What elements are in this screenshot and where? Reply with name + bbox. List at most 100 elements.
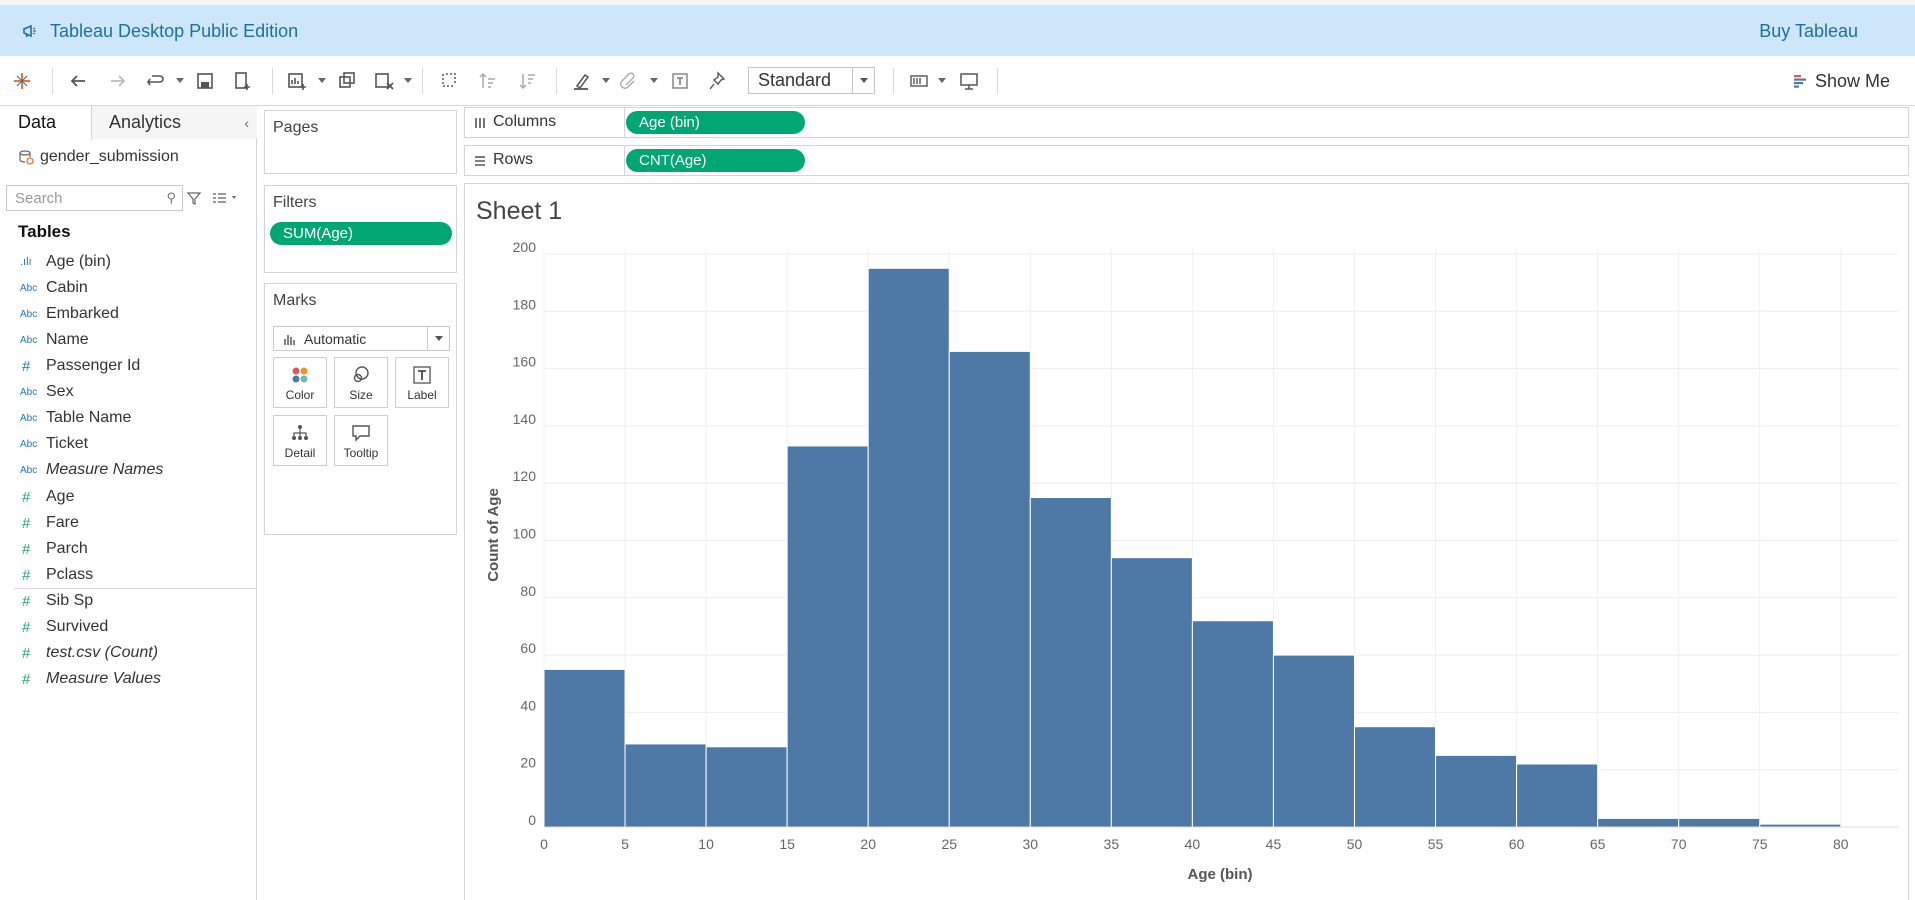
field-item[interactable]: Abc Embarked xyxy=(0,301,256,327)
field-item[interactable]: Abc Name xyxy=(0,327,256,353)
highlight-dropdown-icon[interactable] xyxy=(602,78,610,83)
filter-icon[interactable] xyxy=(186,190,202,206)
show-mark-labels-icon[interactable] xyxy=(666,67,694,95)
group-members-icon[interactable] xyxy=(615,67,643,95)
presentation-mode-icon[interactable] xyxy=(955,67,983,95)
size-button[interactable]: Size xyxy=(334,357,388,408)
histogram-bar[interactable] xyxy=(948,350,1031,828)
fit-size-select[interactable]: Standard xyxy=(748,67,875,94)
histogram-bar[interactable] xyxy=(1110,557,1193,828)
marks-title: Marks xyxy=(273,292,317,309)
x-tick-label: 5 xyxy=(621,836,629,852)
x-axis-title: Age (bin) xyxy=(1188,866,1253,883)
columns-shelf[interactable]: Columns Age (bin) xyxy=(464,107,1909,138)
histogram-bar[interactable] xyxy=(1191,620,1274,828)
rows-pill[interactable]: CNT(Age) xyxy=(626,149,805,172)
buy-tableau-link[interactable]: Buy Tableau xyxy=(1759,20,1858,41)
pages-card[interactable]: Pages xyxy=(264,110,457,174)
chevron-down-icon[interactable] xyxy=(427,327,449,350)
x-tick-label: 45 xyxy=(1266,836,1282,852)
field-item[interactable]: # Survived xyxy=(0,614,256,640)
sort-ascending-icon[interactable] xyxy=(474,67,502,95)
show-cards-icon[interactable] xyxy=(905,67,933,95)
rows-shelf[interactable]: Rows CNT(Age) xyxy=(464,145,1909,176)
string-type-icon: Abc xyxy=(20,282,38,294)
field-item[interactable]: # Measure Values xyxy=(0,666,256,692)
color-button[interactable]: Color xyxy=(273,357,327,408)
collapse-pane-icon[interactable]: ‹ xyxy=(244,115,249,131)
app-title: Tableau Desktop Public Edition xyxy=(50,20,299,41)
detail-button[interactable]: Detail xyxy=(273,415,327,466)
new-worksheet-dropdown-icon[interactable] xyxy=(318,78,326,83)
datasource-item[interactable]: gender_submission xyxy=(18,148,179,166)
y-tick-label: 0 xyxy=(528,812,536,828)
chevron-down-icon[interactable] xyxy=(852,68,874,93)
group-dropdown-icon[interactable] xyxy=(650,78,658,83)
field-item[interactable]: .ılı Age (bin) xyxy=(0,249,256,275)
histogram-bar[interactable] xyxy=(1678,817,1761,828)
label-label: Label xyxy=(407,388,437,402)
detail-label: Detail xyxy=(284,446,316,460)
field-item[interactable]: # test.csv (Count) xyxy=(0,640,256,666)
histogram-bar[interactable] xyxy=(786,445,869,828)
view-options-icon[interactable] xyxy=(212,191,240,205)
duplicate-sheet-icon[interactable] xyxy=(333,67,361,95)
number-type-icon: # xyxy=(22,566,31,584)
field-item[interactable]: Abc Sex xyxy=(0,379,256,405)
x-tick-label: 15 xyxy=(779,836,795,852)
field-item[interactable]: # Fare xyxy=(0,510,256,536)
search-field[interactable]: Search ⚲ xyxy=(6,185,183,211)
histogram-bar[interactable] xyxy=(1272,654,1356,828)
field-item[interactable]: # Parch xyxy=(0,536,256,562)
data-pane-tabs: Data Analytics ‹ xyxy=(0,106,257,140)
field-item[interactable]: Abc Cabin xyxy=(0,275,256,301)
x-tick-label: 25 xyxy=(941,836,957,852)
swap-rows-columns-icon[interactable] xyxy=(435,67,463,95)
sort-descending-icon[interactable] xyxy=(514,67,542,95)
new-data-source-icon[interactable] xyxy=(229,67,257,95)
string-type-icon: Abc xyxy=(20,308,38,320)
field-item[interactable]: # Pclass xyxy=(0,562,256,588)
toolbar: Standard Show Me xyxy=(0,56,1915,106)
replay-animation-icon[interactable] xyxy=(141,67,169,95)
show-cards-dropdown-icon[interactable] xyxy=(938,78,946,83)
histogram-bar[interactable] xyxy=(1597,817,1680,828)
undo-icon[interactable] xyxy=(64,67,92,95)
tableau-logo-icon[interactable] xyxy=(8,67,36,95)
filter-pill[interactable]: SUM(Age) xyxy=(270,222,452,245)
histogram-chart: 0 20 40 60 80 100 120 140 160 180 200 0 5 10 15 20 25 30 3… xyxy=(485,239,1899,883)
histogram-bar[interactable] xyxy=(1029,497,1112,828)
mark-type-select[interactable]: Automatic xyxy=(273,326,450,351)
filters-card[interactable]: Filters SUM(Age) xyxy=(264,185,457,273)
histogram-bar[interactable] xyxy=(867,267,950,828)
save-icon[interactable] xyxy=(191,67,219,95)
tab-analytics[interactable]: Analytics ‹ xyxy=(92,106,257,139)
pin-axes-icon[interactable] xyxy=(703,67,731,95)
redo-icon[interactable] xyxy=(104,67,132,95)
field-item[interactable]: # Age xyxy=(0,484,256,510)
clear-sheet-icon[interactable] xyxy=(370,67,398,95)
histogram-bar[interactable] xyxy=(1354,726,1437,828)
label-button[interactable]: Label xyxy=(395,357,449,408)
field-item[interactable]: # Passenger Id xyxy=(0,353,256,379)
tab-data[interactable]: Data xyxy=(0,106,92,140)
field-name: Name xyxy=(46,331,89,348)
columns-label: Columns xyxy=(465,108,625,137)
field-item[interactable]: Abc Table Name xyxy=(0,405,256,431)
histogram-bar[interactable] xyxy=(705,746,788,828)
field-item[interactable]: # Sib Sp xyxy=(0,588,256,614)
bar-chart-icon xyxy=(284,335,295,345)
histogram-bar[interactable] xyxy=(1435,754,1518,828)
new-worksheet-icon[interactable] xyxy=(283,67,311,95)
field-item[interactable]: Abc Ticket xyxy=(0,431,256,457)
clear-dropdown-icon[interactable] xyxy=(404,78,412,83)
show-me-button[interactable]: Show Me xyxy=(1793,69,1890,93)
histogram-bar[interactable] xyxy=(1516,763,1599,828)
histogram-bar[interactable] xyxy=(543,668,626,828)
replay-dropdown-icon[interactable] xyxy=(176,78,184,83)
tooltip-button[interactable]: Tooltip xyxy=(334,415,388,466)
field-item[interactable]: Abc Measure Names xyxy=(0,457,256,483)
highlight-icon[interactable] xyxy=(568,67,596,95)
columns-pill[interactable]: Age (bin) xyxy=(626,111,805,134)
histogram-bar[interactable] xyxy=(624,743,707,828)
